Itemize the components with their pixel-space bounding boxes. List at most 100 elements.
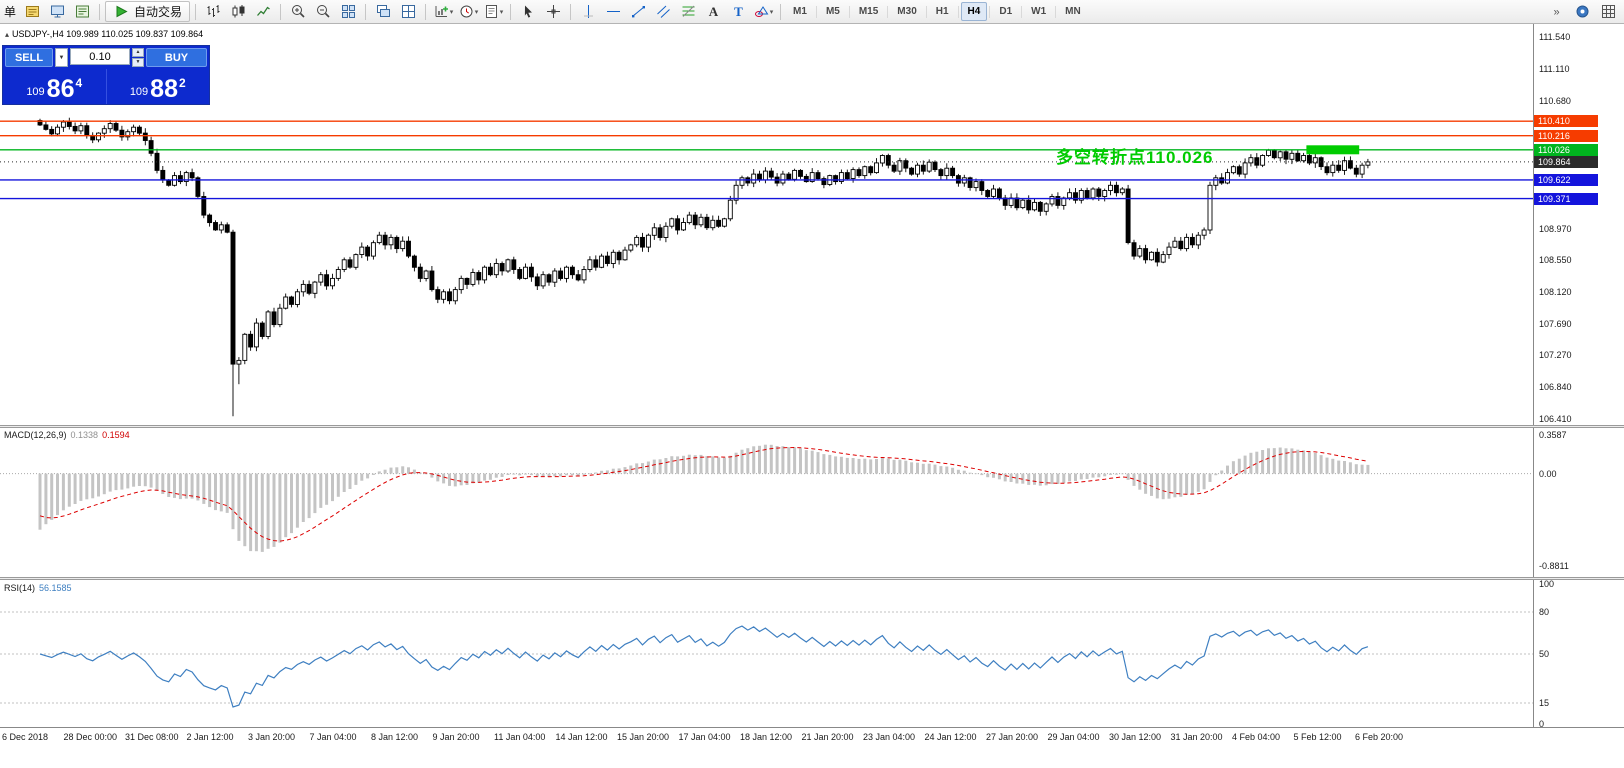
vertical-line-button[interactable] bbox=[576, 1, 600, 22]
fibo-icon bbox=[682, 5, 695, 17]
annotation-text[interactable]: 多空转折点110.026 bbox=[1056, 148, 1214, 167]
price-scale[interactable]: 111.540 111.110 110.680 108.970 108.550 108.1… bbox=[1533, 24, 1624, 729]
timeframe-divider bbox=[1055, 5, 1057, 18]
play-icon bbox=[116, 5, 128, 18]
price-level-badge[interactable]: 109.622 bbox=[1534, 173, 1598, 186]
timeframe-d1-button[interactable]: D1 bbox=[992, 2, 1019, 21]
tile-windows-button[interactable] bbox=[336, 1, 360, 22]
timeframe-m1-button[interactable]: M1 bbox=[786, 2, 814, 21]
panel-resize-handle[interactable] bbox=[0, 425, 1624, 428]
time-label: 8 Jan 12:00 bbox=[371, 732, 419, 742]
text-button[interactable]: A bbox=[701, 1, 725, 22]
one-click-prices: 109 86 4 109 88 2 bbox=[3, 69, 209, 104]
last-price-badge[interactable]: 109.864 bbox=[1534, 155, 1598, 168]
price-tick: 108.970 bbox=[1539, 223, 1572, 234]
text-label-button[interactable]: T bbox=[726, 1, 750, 22]
time-label: 29 Jan 04:00 bbox=[1047, 732, 1100, 742]
price-tick: 106.840 bbox=[1539, 382, 1572, 393]
time-label: 31 Jan 20:00 bbox=[1170, 732, 1223, 742]
buy-button[interactable]: BUY bbox=[146, 48, 207, 67]
time-label: 24 Jan 12:00 bbox=[924, 732, 977, 742]
sell-price-button[interactable]: 109 86 4 bbox=[3, 69, 106, 104]
crosshair-button[interactable] bbox=[541, 1, 565, 22]
price-level-badge[interactable]: 110.410 bbox=[1534, 115, 1598, 128]
horizontal-line-button[interactable] bbox=[601, 1, 625, 22]
quotes-button[interactable] bbox=[1570, 1, 1594, 22]
market-watch-button[interactable] bbox=[45, 1, 69, 22]
zoomin-icon bbox=[291, 5, 305, 18]
timeframe-h4-button[interactable]: H4 bbox=[960, 2, 988, 21]
channel-button[interactable] bbox=[651, 1, 675, 22]
candles-icon bbox=[232, 5, 245, 18]
data-window-button[interactable] bbox=[70, 1, 94, 22]
timeframe-m5-button[interactable]: M5 bbox=[819, 2, 847, 21]
cascade-windows-button[interactable] bbox=[371, 1, 395, 22]
timeframe-m30-button[interactable]: M30 bbox=[890, 2, 923, 21]
lot-increase-button[interactable]: ▲ bbox=[132, 48, 144, 57]
lot-input[interactable] bbox=[70, 48, 130, 65]
level-lines[interactable] bbox=[0, 120, 1533, 200]
svg-text:T: T bbox=[734, 4, 743, 19]
macd-signal-line bbox=[39, 446, 1368, 542]
shapes-button[interactable]: ▾ bbox=[751, 1, 775, 22]
periodicity-button[interactable]: ▾ bbox=[456, 1, 480, 22]
cursor-button[interactable] bbox=[516, 1, 540, 22]
time-label: 6 Feb 20:00 bbox=[1355, 732, 1404, 742]
one-click-controls: SELL ▼ ▲ ▼ BUY bbox=[3, 46, 209, 69]
symbol-ohlc-text: USDJPY-,H4 109.989 110.025 109.837 109.8… bbox=[12, 29, 204, 39]
chevron-down-icon: ▾ bbox=[499, 8, 504, 16]
price-tick: 110.680 bbox=[1539, 96, 1571, 107]
bar-chart-button[interactable] bbox=[201, 1, 225, 22]
time-label: 18 Jan 12:00 bbox=[740, 732, 793, 742]
layout-button[interactable] bbox=[1596, 1, 1620, 22]
new-chart-button[interactable]: ▾ bbox=[431, 1, 455, 22]
toolbar-separator bbox=[510, 3, 512, 20]
fibonacci-button[interactable] bbox=[676, 1, 700, 22]
overflow-button[interactable]: » bbox=[1544, 1, 1568, 22]
macd-title: MACD(12,26,9) bbox=[4, 430, 67, 440]
time-label: 30 Jan 12:00 bbox=[1109, 732, 1162, 742]
zoom-out-button[interactable] bbox=[311, 1, 335, 22]
chart-canvas[interactable] bbox=[0, 24, 1533, 727]
macd-tick: -0.8811 bbox=[1539, 561, 1569, 571]
rsi-level-lines bbox=[0, 611, 1533, 704]
lot-dropdown[interactable]: ▼ bbox=[55, 48, 68, 67]
price-level-badge[interactable]: 110.216 bbox=[1534, 129, 1598, 142]
highlight-rect[interactable] bbox=[1306, 145, 1360, 155]
rsi-tick: 0 bbox=[1539, 719, 1545, 729]
collapse-icon[interactable]: ▴ bbox=[5, 30, 10, 39]
toolbar-separator bbox=[365, 3, 367, 20]
time-label: 21 Jan 20:00 bbox=[801, 732, 854, 742]
new-order-button[interactable] bbox=[20, 1, 44, 22]
timeframe-divider bbox=[887, 5, 889, 18]
timeframe-w1-button[interactable]: W1 bbox=[1024, 2, 1053, 21]
sell-button[interactable]: SELL bbox=[5, 48, 53, 67]
price-level-badge[interactable]: 109.371 bbox=[1534, 192, 1598, 205]
zoomout-icon bbox=[316, 5, 330, 18]
price-tick: 108.550 bbox=[1539, 254, 1572, 265]
line-chart-button[interactable] bbox=[251, 1, 275, 22]
arrange-windows-button[interactable] bbox=[396, 1, 420, 22]
time-label: 27 Jan 20:00 bbox=[986, 732, 1039, 742]
sell-price-sup: 4 bbox=[75, 76, 83, 90]
trendline-button[interactable] bbox=[626, 1, 650, 22]
zoom-in-button[interactable] bbox=[286, 1, 310, 22]
timeframe-m15-button[interactable]: M15 bbox=[852, 2, 885, 21]
lot-decrease-button[interactable]: ▼ bbox=[132, 58, 144, 67]
price-tick: 107.690 bbox=[1539, 318, 1572, 329]
autotrading-button[interactable]: 自动交易 bbox=[105, 1, 191, 22]
panel-resize-handle[interactable] bbox=[0, 577, 1624, 580]
tile2-icon bbox=[401, 5, 415, 18]
textT-icon: T bbox=[734, 4, 743, 19]
price-tick: 106.410 bbox=[1539, 414, 1572, 425]
time-scale[interactable]: 6 Dec 2018 28 Dec 00:00 31 Dec 08:00 2 Jan … bbox=[0, 727, 1624, 749]
time-label: 6 Dec 2018 bbox=[2, 732, 49, 742]
price-level-badge[interactable]: 110.026 bbox=[1534, 143, 1598, 156]
timeframe-mn-button[interactable]: MN bbox=[1058, 2, 1088, 21]
new-order-label[interactable]: 单 bbox=[4, 5, 17, 19]
buy-price-button[interactable]: 109 88 2 bbox=[105, 69, 210, 104]
tile-icon bbox=[341, 5, 355, 18]
candle-chart-button[interactable] bbox=[226, 1, 250, 22]
timeframe-h1-button[interactable]: H1 bbox=[929, 2, 956, 21]
templates-button[interactable]: ▾ bbox=[481, 1, 505, 22]
